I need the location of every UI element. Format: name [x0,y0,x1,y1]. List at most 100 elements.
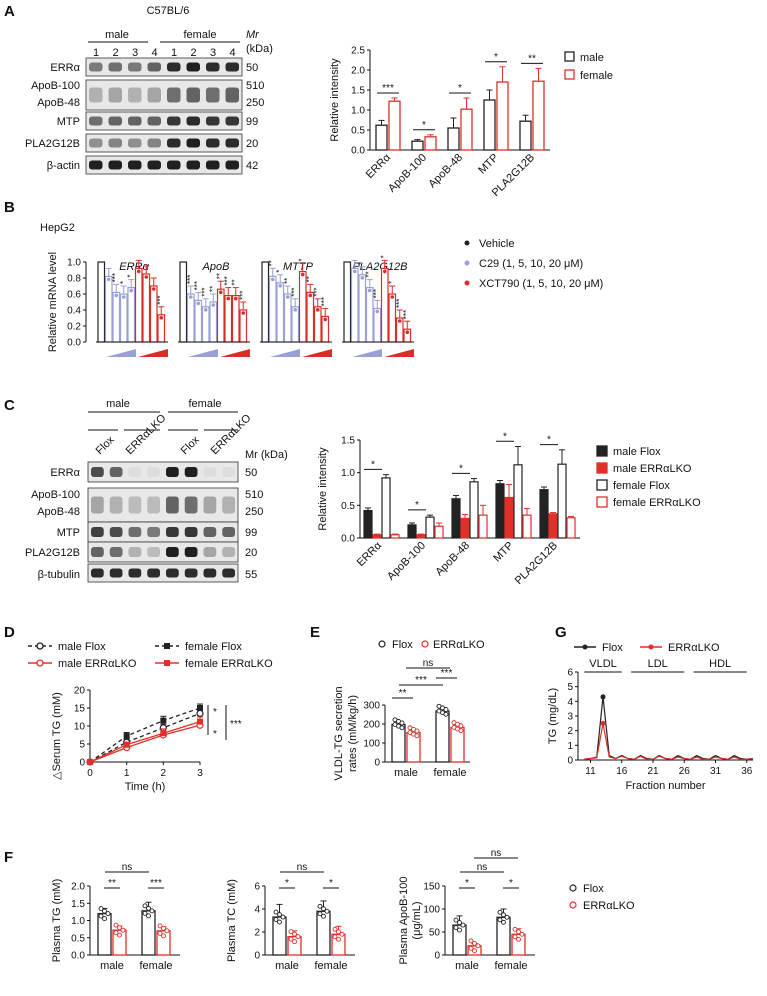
bar-xct [306,291,315,343]
significance-label: * [213,729,217,740]
y-tick-label: 0.0 [71,951,85,962]
y-tick-label: 0 [567,756,573,767]
data-point [321,906,326,912]
significance-label: ** [231,279,240,285]
x-tick-label: male [100,960,124,972]
bar-c29 [358,274,367,343]
blot-band [166,547,179,557]
y-tick-label: 6 [567,668,573,679]
data-point [332,926,338,932]
bar [504,496,514,539]
legend-label: ERRαLKO [583,900,635,912]
region-label: VLDL [589,658,617,670]
significance-label: ** [216,273,225,279]
legend-label: male Flox [613,446,661,458]
x-tick-label: 21 [647,766,659,777]
data-point [414,733,420,739]
genotype-label: Flox [94,434,118,458]
data-point [114,293,119,298]
blot-band [186,138,200,148]
blot-band [108,138,122,148]
blot-band [109,467,123,477]
blot-band [206,160,220,170]
bar [391,723,406,763]
blot-band [225,160,239,170]
gene-label: ERRα [119,261,149,273]
mw-label: 50 [246,62,258,74]
mw-label: 99 [246,116,258,128]
bar [372,534,382,539]
blot-strip [85,57,243,77]
blot-strip [87,563,239,583]
y-tick-label: 1.0 [351,106,365,117]
y-tick-label: 1.0 [67,258,81,269]
data-point [149,908,155,914]
blot-strip [85,155,243,175]
bar-male [447,127,460,151]
gene-label: PLA2G12B [352,261,407,273]
data-point [457,920,462,926]
data-point [277,912,282,917]
significance-label: ** [305,276,314,282]
significance-label: ns [297,862,308,873]
y-tick-label: 0.0 [341,534,355,545]
x-axis-label: Time (h) [125,781,166,793]
legend-marker [378,640,386,648]
data-point [367,288,372,293]
bar-c29 [194,299,203,343]
x-tick-label: 0 [87,768,93,779]
data-point [136,269,141,274]
bar [522,514,532,539]
data-point [113,930,119,936]
data-point [233,296,238,301]
panel-label: F [4,849,13,866]
significance-label: *** [320,297,329,306]
blot-band [225,116,239,126]
data-point [468,945,474,951]
significance-label: ** [208,286,217,292]
legend-marker [164,643,170,649]
data-point [414,728,420,734]
legend-marker [569,884,577,892]
data-point [164,928,170,934]
bar-vehicle [343,261,352,343]
data-point [360,276,365,280]
dose-wedge-xct790 [302,349,332,357]
data-point [317,911,323,917]
significance-label: *** [290,287,299,296]
mw-label: 42 [246,160,258,172]
blot-band [186,62,200,72]
data-point [382,269,387,274]
legend-marker [464,280,470,286]
y-tick-label: 0.5 [341,501,355,512]
data-point [443,707,449,712]
y-axis-label: (μg/mL) [411,901,423,939]
bar-xct [134,267,143,343]
significance-label: ** [399,688,407,699]
data-point [339,931,345,937]
significance-label: * [503,431,507,442]
x-axis-label: Fraction number [625,780,705,792]
bar-c29 [186,293,195,343]
significance-label: *** [111,273,120,282]
data-point [468,938,474,944]
blot-band [91,467,104,477]
data-point [512,926,518,932]
significance-label: *** [150,878,162,889]
data-point [129,288,134,293]
data-point [453,925,459,931]
blot-band [203,496,217,514]
lane-number: 1 [171,47,177,59]
lane-number: 1 [93,47,99,59]
blot-band [128,496,142,514]
legend-swatch [596,445,608,457]
series-line [584,723,754,760]
legend-label: Flox [583,883,604,895]
data-point [295,934,301,940]
blot-band [222,467,235,477]
mw-label: 250 [245,506,263,518]
significance-label: * [422,120,426,131]
data-point [399,725,405,731]
panel-e: E Flox ERRαLKO 0 100 200 300 VLDL-TG secretion r… [310,624,485,781]
